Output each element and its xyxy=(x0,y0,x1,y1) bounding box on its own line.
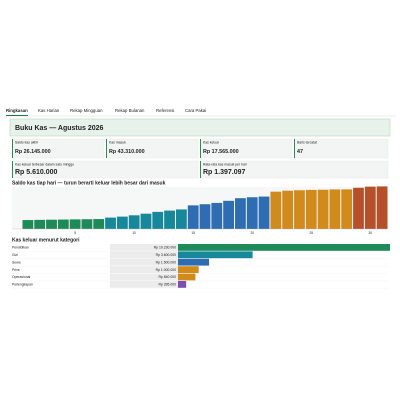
metric-accent xyxy=(12,161,13,178)
bar xyxy=(81,219,93,229)
bar xyxy=(69,219,81,229)
metric-label: Kas keluar terbesar dalam satu minggu xyxy=(15,162,74,166)
value-label: Rp 3.600.000 xyxy=(156,253,176,257)
bar xyxy=(341,189,353,229)
bar xyxy=(178,251,253,259)
bar xyxy=(235,198,246,229)
bar xyxy=(34,219,46,229)
bar xyxy=(164,210,175,229)
value-cell xyxy=(110,266,178,273)
tab[interactable]: Cara Pakai xyxy=(185,108,206,113)
metric-accent xyxy=(12,139,13,158)
bar xyxy=(223,200,235,229)
chart-title: Kas keluar menurut kategori xyxy=(12,237,80,243)
bar xyxy=(57,219,69,229)
category-label: Gizi xyxy=(12,253,18,257)
bar xyxy=(317,189,329,229)
bar xyxy=(152,211,164,229)
metric-accent xyxy=(200,139,201,158)
value-label: Rp 395.000 xyxy=(158,283,176,287)
x-tick-label: 25 xyxy=(309,231,313,235)
metric-accent xyxy=(294,139,295,158)
value-label: Rp 1.500.000 xyxy=(156,260,176,264)
bar xyxy=(258,196,270,229)
metric-value: Rp 43.310.000 xyxy=(109,149,145,155)
value-label: Rp 1.000.000 xyxy=(156,268,176,272)
value-cell xyxy=(110,273,178,281)
chart-title: Saldo kas tiap hari — turun berarti kelu… xyxy=(12,180,166,186)
metric-label: Saldo kas akhir xyxy=(15,140,39,144)
title-bar xyxy=(9,118,391,137)
metric-label: Baris tercatat xyxy=(297,140,317,144)
x-tick-label: 20 xyxy=(250,231,254,235)
metric-label: Kas masuk xyxy=(109,140,126,144)
bar xyxy=(187,205,199,229)
bar xyxy=(282,190,294,229)
metric-value: Rp 26.145.000 xyxy=(15,149,51,155)
value-cell xyxy=(110,281,178,288)
metric-value: Rp 1.397.097 xyxy=(203,169,246,176)
bar xyxy=(329,189,341,229)
tab[interactable]: Rekap Mingguan xyxy=(70,108,103,113)
metric-value: 47 xyxy=(297,149,303,155)
category-label: Sewa xyxy=(12,260,21,264)
tab[interactable]: Referensi xyxy=(156,108,174,113)
bar xyxy=(305,189,317,229)
metric-value: Rp 17.565.000 xyxy=(203,149,239,155)
x-tick-label: 10 xyxy=(132,231,136,235)
bar xyxy=(353,187,364,229)
value-cell xyxy=(110,258,178,266)
bar xyxy=(294,190,305,229)
metric-accent xyxy=(106,139,107,158)
tab[interactable]: Ringkasan xyxy=(6,108,28,113)
bar xyxy=(270,191,282,229)
bar xyxy=(199,204,211,229)
bar xyxy=(128,215,140,229)
metric-label: Rata-rata kas masuk per hari xyxy=(203,162,247,166)
x-tick-label: 5 xyxy=(74,231,76,235)
bar xyxy=(140,213,152,229)
page-title: Buku Kas — Agustus 2026 xyxy=(15,125,104,132)
category-label: Pendidikan xyxy=(12,246,29,250)
bar xyxy=(46,219,57,229)
metric-accent xyxy=(200,161,201,178)
metric-value: Rp 5.610.000 xyxy=(15,169,58,176)
tab[interactable]: Rekap Bulanan xyxy=(115,108,145,113)
bar xyxy=(175,209,187,229)
tab[interactable]: Kas Harian xyxy=(38,108,60,113)
bar xyxy=(246,197,258,229)
bar xyxy=(376,186,388,229)
bar xyxy=(93,219,105,229)
category-label: Perlengkapan xyxy=(12,283,33,287)
x-tick-label: 15 xyxy=(191,231,195,235)
bar xyxy=(178,273,196,281)
bar xyxy=(178,266,199,273)
bar xyxy=(211,202,223,229)
category-label: Operasional xyxy=(12,275,31,279)
value-cell xyxy=(110,244,178,251)
bar xyxy=(178,281,187,288)
value-label: Rp 10.230.000 xyxy=(154,246,176,250)
x-tick-label: 30 xyxy=(369,231,373,235)
bar xyxy=(105,217,116,229)
bar xyxy=(178,244,390,251)
value-cell xyxy=(110,251,178,259)
category-label: Prive xyxy=(12,268,20,272)
bar xyxy=(116,216,128,229)
bar xyxy=(22,220,34,229)
value-label: Rp 840.000 xyxy=(158,275,176,279)
bar xyxy=(364,186,376,229)
metric-label: Kas keluar xyxy=(203,140,220,144)
bar xyxy=(178,258,210,266)
